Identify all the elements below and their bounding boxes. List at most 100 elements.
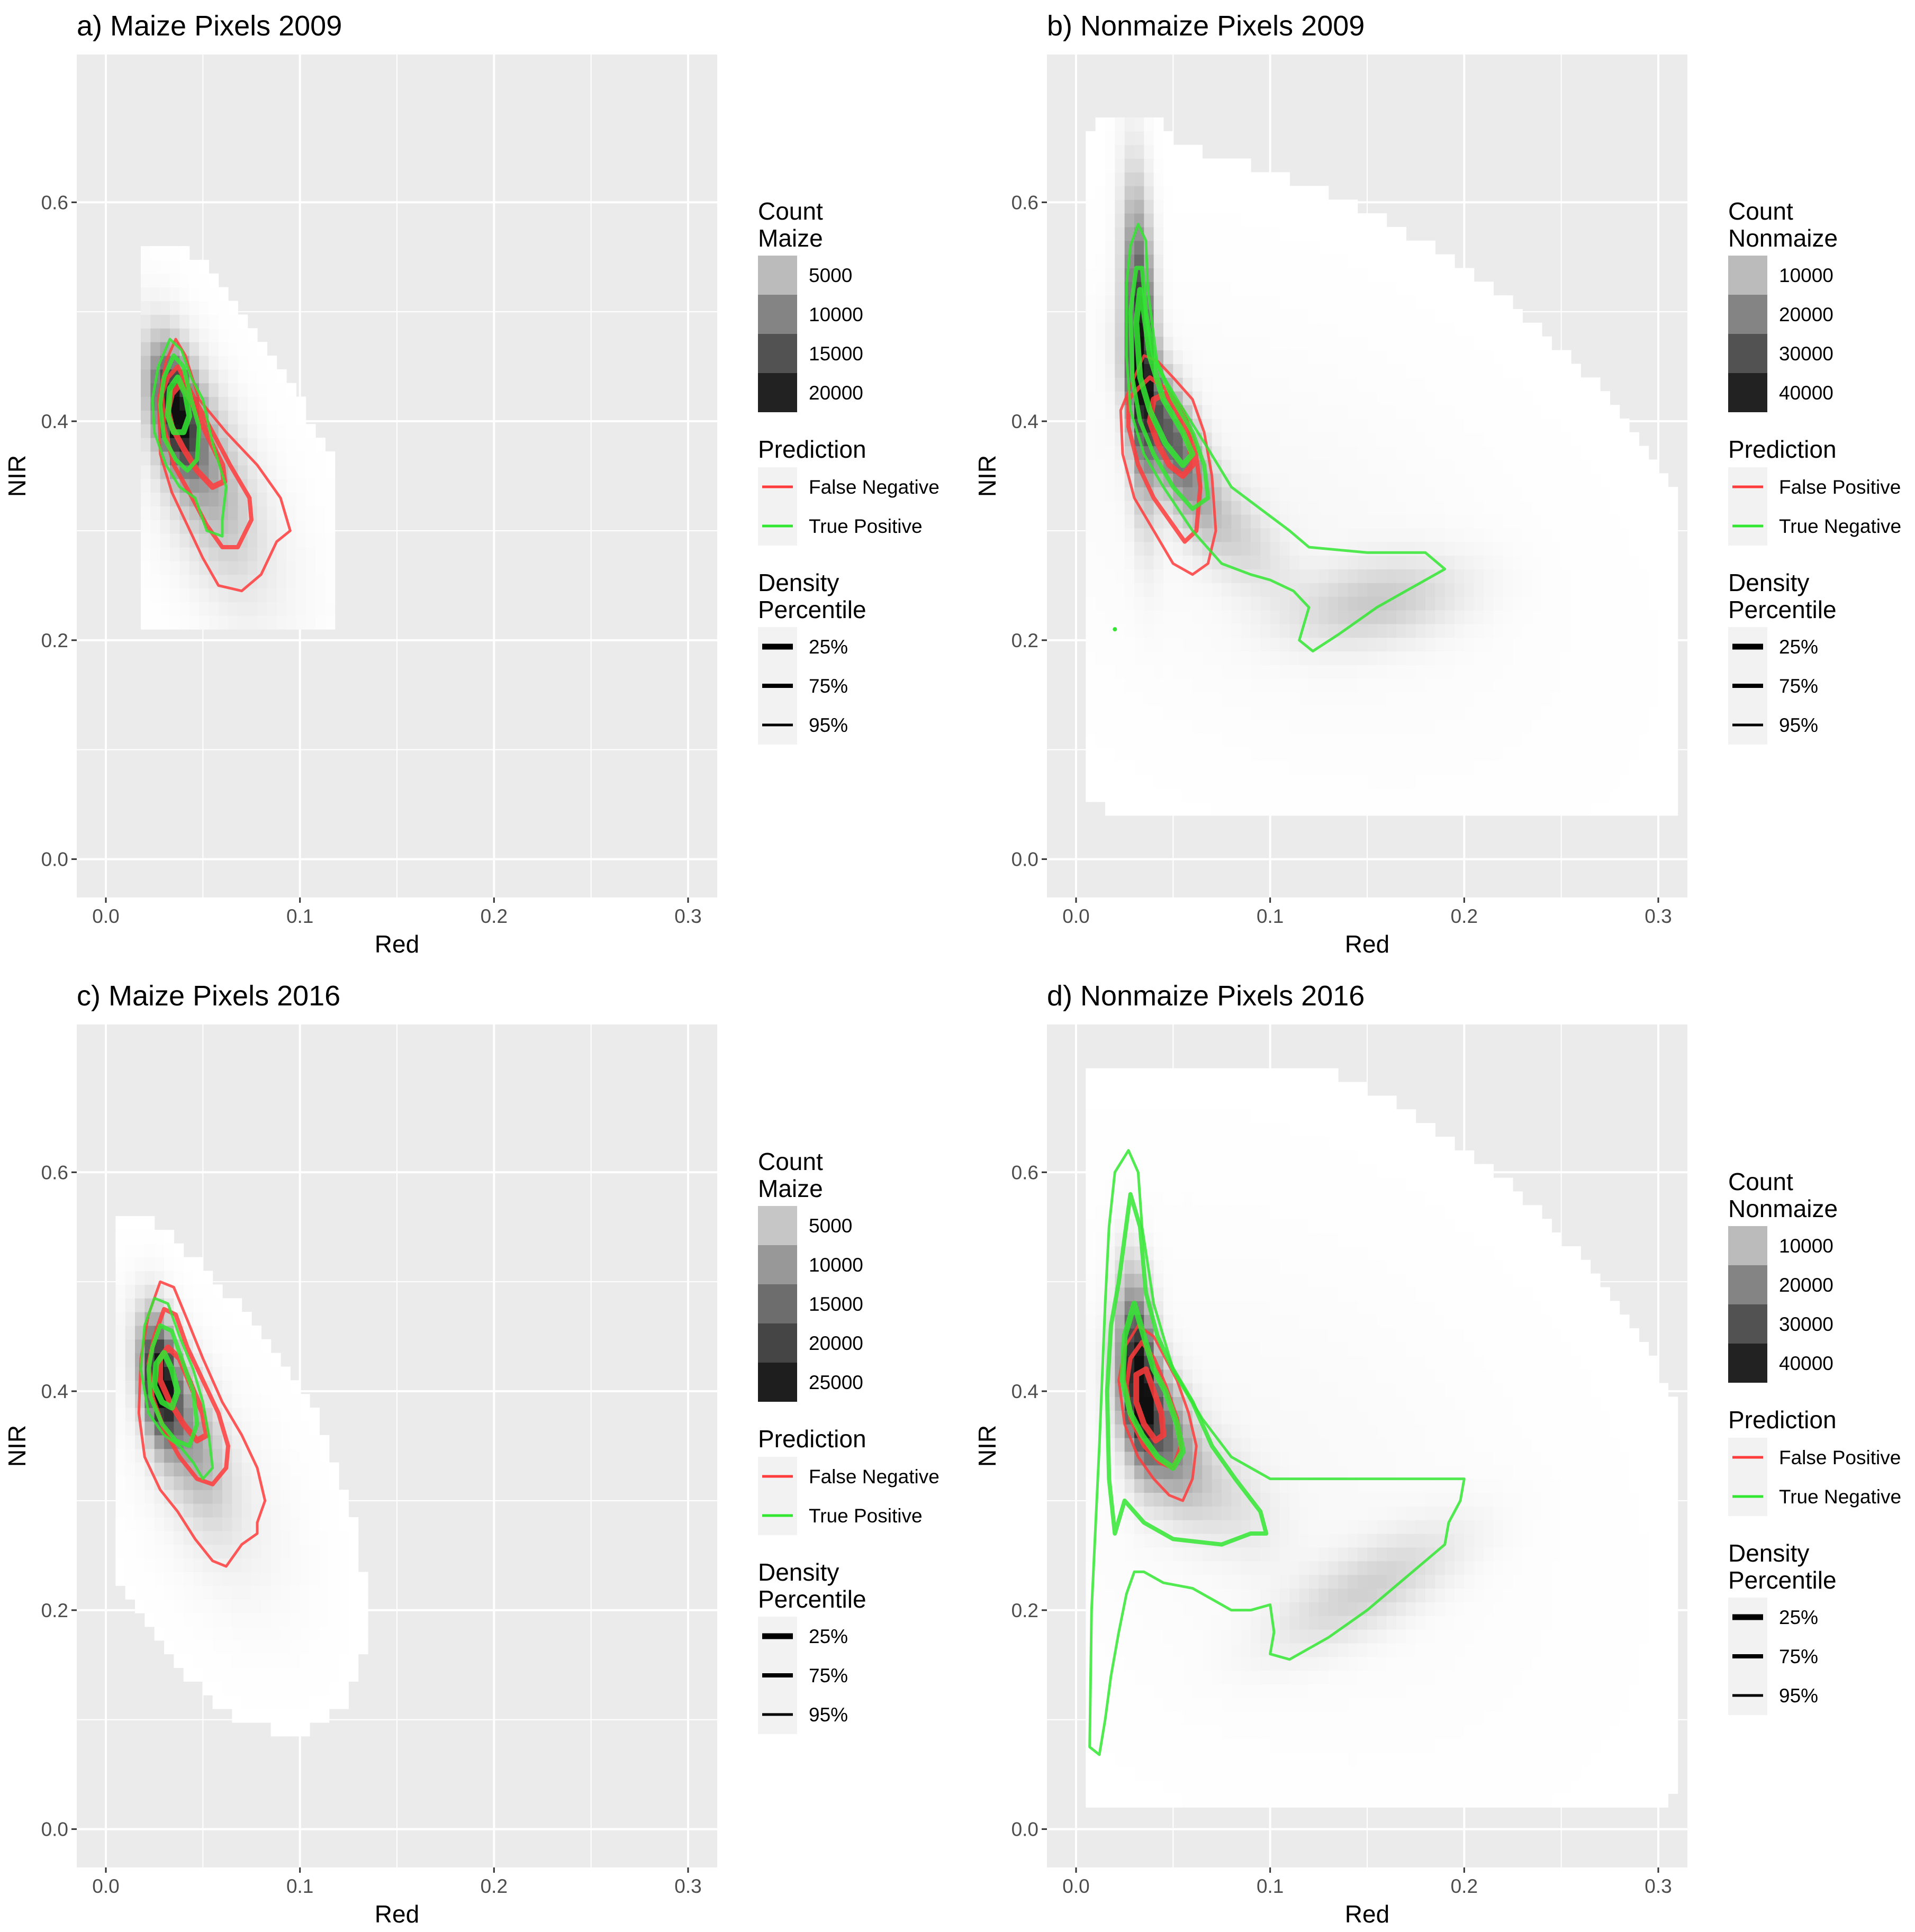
heatmap-cell [1086, 336, 1096, 351]
heatmap-cell [1182, 692, 1193, 706]
heatmap-cell [1212, 459, 1222, 474]
heatmap-cell [1484, 733, 1494, 748]
heatmap-cell [1193, 1561, 1203, 1575]
heatmap-cell [1173, 1314, 1184, 1329]
heatmap-cell [1444, 309, 1455, 323]
heatmap-cell [1270, 774, 1280, 788]
heatmap-cell [1386, 719, 1397, 734]
heatmap-cell [1639, 528, 1649, 542]
heatmap-cell [257, 451, 267, 466]
heatmap-cell [296, 396, 306, 411]
heatmap-cell [222, 1599, 232, 1613]
heatmap-cell [1095, 144, 1106, 159]
heatmap-cell [1289, 199, 1300, 214]
heatmap-cell [1513, 583, 1523, 597]
contour-false-negative-25pct [1146, 391, 1196, 479]
heatmap-cell [1105, 692, 1115, 706]
heatmap-cell [1484, 405, 1494, 419]
heatmap-cell [1182, 377, 1193, 392]
heatmap-cell [1086, 459, 1096, 474]
heatmap-cell [1241, 583, 1251, 597]
heatmap-cell [1328, 665, 1339, 679]
heatmap-cell [305, 451, 316, 466]
heatmap-cell [319, 1640, 330, 1655]
heatmap-cell [1270, 1301, 1280, 1315]
heatmap-cell [1173, 432, 1184, 447]
heatmap-cell [1464, 596, 1475, 611]
heatmap-cell [1610, 514, 1620, 529]
heatmap-cell [1406, 774, 1416, 788]
heatmap-cell [247, 465, 258, 479]
heatmap-cell [1328, 678, 1339, 693]
heatmap-cell [1639, 760, 1649, 775]
heatmap-cell [1415, 678, 1426, 693]
heatmap-cell [115, 1435, 126, 1449]
heatmap-cell [1348, 309, 1358, 323]
heatmap-cell [1542, 665, 1552, 679]
heatmap-cell [241, 1490, 252, 1504]
heatmap-cell [1542, 446, 1552, 460]
heatmap-cell [1280, 254, 1290, 269]
heatmap-cell [1600, 733, 1610, 748]
heatmap-cell [1241, 705, 1251, 720]
heatmap-cell [1115, 1588, 1125, 1602]
heatmap-cell [1202, 1082, 1213, 1096]
heatmap-cell [1134, 144, 1144, 159]
heatmap-cell [1163, 665, 1173, 679]
heatmap-cell [1357, 295, 1368, 310]
heatmap-cell [296, 478, 306, 493]
heatmap-cell [1357, 240, 1368, 255]
heatmap-cell [228, 424, 238, 438]
heatmap-cell [1193, 1492, 1203, 1507]
heatmap-cell [199, 273, 209, 288]
heatmap-cell [1551, 596, 1562, 611]
heatmap-cell [1610, 801, 1620, 816]
heatmap-cell [1163, 1670, 1173, 1685]
heatmap-cell [1182, 555, 1193, 569]
heatmap-cell [1503, 651, 1513, 665]
heatmap-cell [1115, 1766, 1125, 1781]
heatmap-cell [1318, 651, 1329, 665]
heatmap-cell [241, 1462, 252, 1476]
heatmap-cell [1182, 1424, 1193, 1438]
heatmap-cell [154, 1476, 165, 1490]
heatmap-cell [1086, 418, 1096, 433]
heatmap-cell [1153, 1793, 1164, 1808]
heatmap-cell [1590, 446, 1601, 460]
heatmap-cell [1251, 1150, 1261, 1165]
heatmap-cell [1270, 1492, 1280, 1507]
heatmap-cell [1619, 596, 1630, 611]
heatmap-cell [1124, 1670, 1135, 1685]
heatmap-cell [1105, 583, 1115, 597]
heatmap-cell [1173, 1301, 1184, 1315]
heatmap-cell [1241, 665, 1251, 679]
heatmap-cell [1270, 637, 1280, 652]
heatmap-cell [1561, 459, 1571, 474]
heatmap-cell [1260, 1561, 1271, 1575]
heatmap-cell [1484, 541, 1494, 556]
heatmap-cell [1280, 610, 1290, 624]
heatmap-cell [1455, 788, 1465, 802]
heatmap-cell [1503, 432, 1513, 447]
heatmap-cell [228, 574, 238, 589]
heatmap-cell [310, 1544, 320, 1559]
heatmap-cell [1086, 1123, 1096, 1137]
heatmap-cell [1260, 1287, 1271, 1301]
heatmap-cell [1105, 1602, 1115, 1616]
heatmap-cell [1318, 528, 1329, 542]
heatmap-cell [1086, 213, 1096, 228]
heatmap-cell [1086, 1793, 1096, 1808]
heatmap-cell [319, 1530, 330, 1545]
heatmap-cell [1289, 309, 1300, 323]
heatmap-cell [1444, 364, 1455, 378]
heatmap-cell [1415, 555, 1426, 569]
heatmap-cell [1173, 1670, 1184, 1685]
heatmap-cell [1377, 391, 1387, 405]
heatmap-cell [125, 1257, 136, 1272]
heatmap-cell [1406, 282, 1416, 296]
heatmap-cell [1318, 733, 1329, 748]
heatmap-cell [1425, 528, 1435, 542]
heatmap-cell [203, 1298, 213, 1312]
heatmap-cell [281, 1476, 291, 1490]
heatmap-cell [199, 451, 209, 466]
